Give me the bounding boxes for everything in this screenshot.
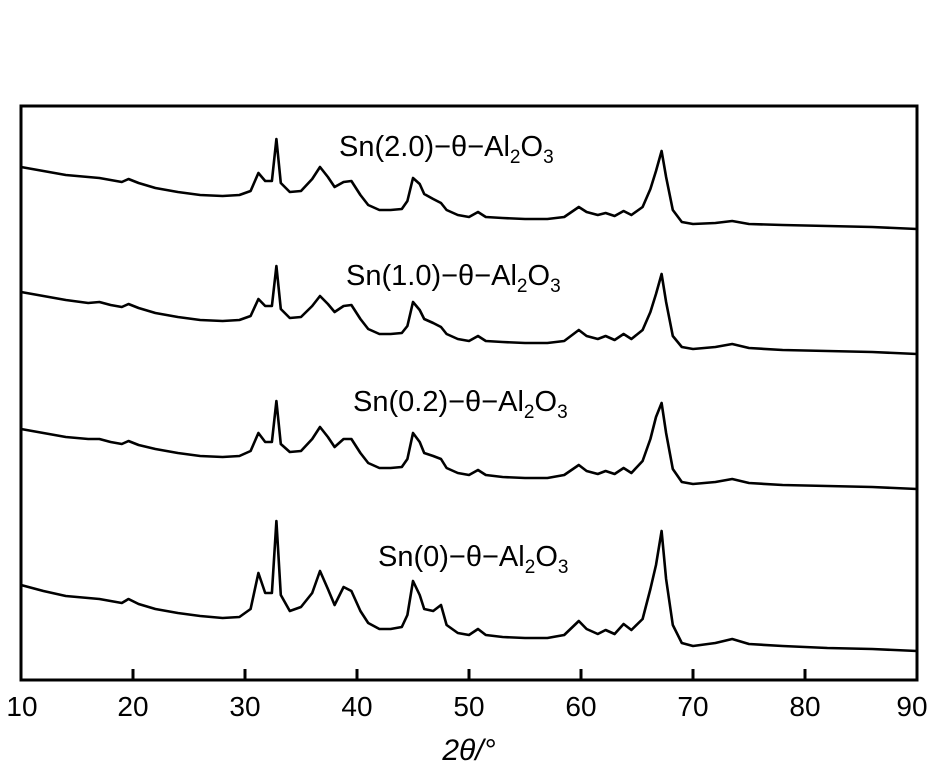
x-axis-title: 2θ/°	[441, 734, 495, 767]
series-label-sn-0-2: Sn(0.2)−θ−Al2O3	[353, 386, 568, 423]
x-axis: 10 20 30 40 50 60 70 80 90	[6, 669, 928, 722]
series-lines	[20, 137, 918, 653]
series-line-sn-0	[20, 519, 918, 653]
x-tick-label-40: 40	[341, 691, 372, 722]
x-tick-label-20: 20	[117, 691, 148, 722]
series-label-sn-2-0: Sn(2.0)−θ−Al2O3	[339, 131, 554, 168]
series-label-sn-0: Sn(0)−θ−Al2O3	[378, 541, 568, 578]
series-labels: Sn(2.0)−θ−Al2O3 Sn(1.0)−θ−Al2O3 Sn(0.2)−…	[339, 131, 568, 578]
x-tick-label-50: 50	[453, 691, 484, 722]
series-line-sn-0-2	[20, 399, 918, 491]
x-tick-label-90: 90	[896, 691, 927, 722]
x-tick-label-70: 70	[677, 691, 708, 722]
x-tick-label-80: 80	[789, 691, 820, 722]
series-line-sn-2-0	[20, 137, 918, 231]
x-tick-label-60: 60	[565, 691, 596, 722]
x-tick-label-30: 30	[229, 691, 260, 722]
x-tick-label-10: 10	[6, 691, 37, 722]
series-line-sn-1-0	[20, 264, 918, 356]
series-label-sn-1-0: Sn(1.0)−θ−Al2O3	[346, 260, 561, 297]
